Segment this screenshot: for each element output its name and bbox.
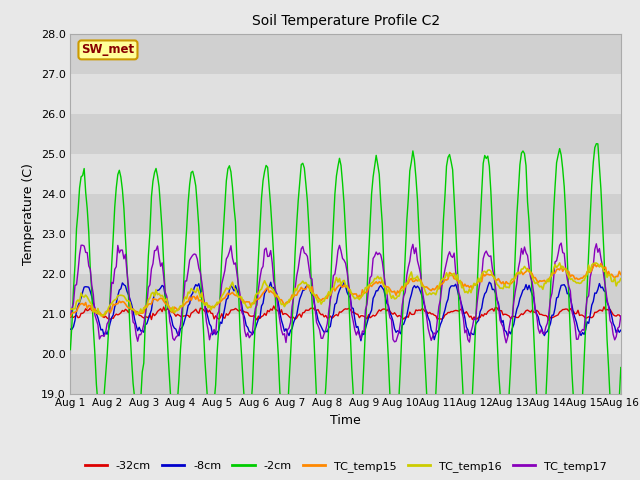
- Bar: [70, 354, 621, 394]
- Bar: [70, 114, 621, 154]
- Bar: [70, 154, 621, 193]
- Bar: [70, 234, 621, 274]
- Bar: [70, 34, 621, 73]
- Bar: [70, 73, 621, 114]
- Bar: [70, 274, 621, 313]
- Bar: [70, 193, 621, 234]
- Y-axis label: Temperature (C): Temperature (C): [22, 163, 35, 264]
- Text: SW_met: SW_met: [81, 43, 134, 56]
- Legend: -32cm, -8cm, -2cm, TC_temp15, TC_temp16, TC_temp17: -32cm, -8cm, -2cm, TC_temp15, TC_temp16,…: [81, 457, 611, 477]
- Title: Soil Temperature Profile C2: Soil Temperature Profile C2: [252, 14, 440, 28]
- Bar: [70, 313, 621, 354]
- X-axis label: Time: Time: [330, 414, 361, 427]
